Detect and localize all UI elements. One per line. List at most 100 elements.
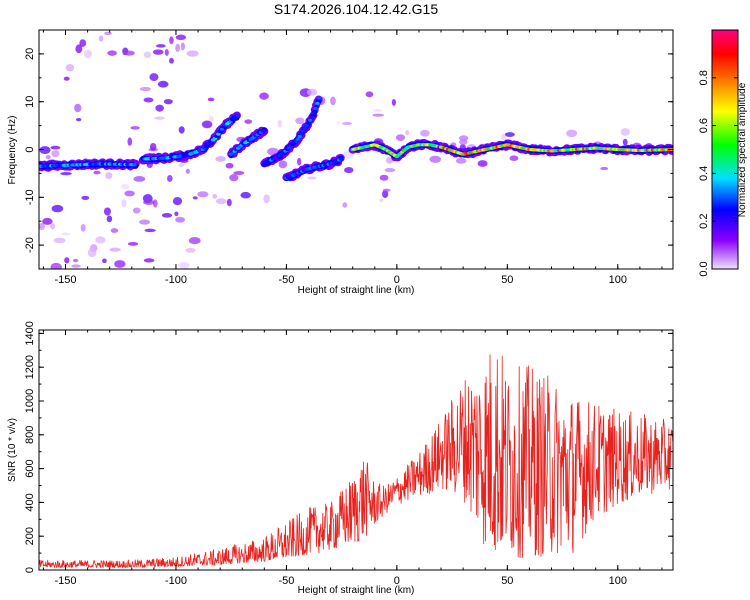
noise-blob <box>98 35 104 42</box>
y-tick-label: 1200 <box>24 355 36 379</box>
noise-blob <box>106 215 113 223</box>
spectral-ridge <box>39 158 140 172</box>
noise-blob <box>164 48 169 56</box>
noise-blob <box>95 236 106 244</box>
noise-blob <box>215 198 227 205</box>
spectral-ridge <box>227 126 269 159</box>
ridge-core <box>313 106 318 110</box>
noise-blob <box>50 145 61 150</box>
noise-blob <box>51 150 60 158</box>
colorbar-tick-label: 0.6 <box>698 118 710 133</box>
snr-plot-area <box>39 330 673 570</box>
noise-blob <box>139 86 152 92</box>
noise-blob <box>72 258 79 263</box>
ridge-core <box>306 121 311 125</box>
spectral-ridge <box>348 138 445 162</box>
noise-blob <box>42 217 53 225</box>
ridge-core <box>316 96 322 100</box>
ridge-core <box>299 132 304 136</box>
noise-blob <box>50 223 56 230</box>
colorbar-tick-label: 0.2 <box>698 214 710 229</box>
snr-panel: -150 -100 -50 0 50 10002004006008001000120014… <box>7 321 674 596</box>
snr-y-axis-label: SNR (10 * v/v) <box>7 418 18 482</box>
noise-blob <box>121 199 127 208</box>
noise-blob <box>93 170 101 175</box>
noise-blob <box>277 119 282 128</box>
noise-blob <box>130 126 140 130</box>
snr-frame <box>38 329 674 571</box>
noise-blob <box>342 202 348 208</box>
ridge-core <box>311 111 317 116</box>
noise-blob <box>600 166 609 171</box>
noise-blob <box>306 88 318 96</box>
noise-blob <box>157 80 169 88</box>
noise-blob <box>207 97 215 102</box>
snr-marks <box>39 354 673 569</box>
noise-blob <box>127 137 133 146</box>
noise-blob <box>259 92 269 100</box>
noise-blob <box>384 167 396 173</box>
noise-blob <box>87 248 97 258</box>
spectrogram-marks <box>39 31 673 269</box>
noise-blob <box>395 134 406 142</box>
noise-blob <box>197 191 209 198</box>
noise-blob <box>455 157 467 164</box>
noise-blob <box>226 198 232 207</box>
noise-blob <box>53 237 66 244</box>
ridge-core <box>132 163 137 167</box>
noise-blob <box>167 174 173 182</box>
y-tick-label: 1000 <box>24 389 36 413</box>
noise-blob <box>169 57 174 64</box>
x-tick-label: 100 <box>609 575 627 587</box>
noise-blob <box>278 160 288 169</box>
noise-blob <box>420 129 430 137</box>
noise-blob <box>180 42 186 51</box>
noise-blob <box>149 73 159 82</box>
y-tick-label: -20 <box>24 237 36 253</box>
colorbar-gradient <box>712 30 738 269</box>
ridge-core <box>216 132 221 136</box>
noise-blob <box>143 258 155 263</box>
noise-blob <box>114 260 126 268</box>
noise-blob <box>143 199 155 205</box>
noise-blob <box>80 223 86 232</box>
noise-blob <box>405 130 410 136</box>
ridge-core <box>217 129 223 134</box>
x-tick-label: -150 <box>54 274 76 286</box>
noise-blob <box>105 171 113 180</box>
ridge-core <box>219 127 225 131</box>
colorbar: 0.0 0.2 0.4 0.6 0.8 Normalized spectral ampl… <box>698 29 748 277</box>
x-tick-label: 50 <box>501 575 513 587</box>
noise-blob <box>185 168 190 174</box>
noise-blob <box>509 155 519 161</box>
y-tick-label: 10 <box>24 96 36 108</box>
x-tick-label: 50 <box>501 274 513 286</box>
noise-blob <box>233 171 245 175</box>
noise-blob <box>109 247 121 252</box>
x-tick-label: -100 <box>165 575 187 587</box>
noise-blob <box>365 91 374 98</box>
noise-blob <box>382 188 391 192</box>
y-tick-label: 0 <box>24 146 36 152</box>
noise-blob <box>240 191 251 199</box>
noise-blob <box>154 116 165 120</box>
spectrogram-y-axis-label: Frequency (Hz) <box>7 116 18 185</box>
noise-blob <box>51 204 64 213</box>
noise-blob <box>71 264 81 268</box>
ridge-core <box>338 157 344 161</box>
noise-blob <box>103 207 111 216</box>
noise-blob <box>186 50 199 57</box>
ridge-core <box>302 126 308 130</box>
noise-blob <box>124 190 135 197</box>
noise-blob <box>143 51 152 59</box>
noise-blob <box>75 44 83 54</box>
noise-blob <box>143 97 154 103</box>
noise-blob <box>39 222 45 231</box>
y-tick-label: 400 <box>24 493 36 511</box>
ridge-core <box>295 137 301 141</box>
colorbar-label: Normalized spectral amplitude <box>737 82 748 217</box>
noise-blob <box>225 162 234 169</box>
noise-blob <box>83 49 93 59</box>
